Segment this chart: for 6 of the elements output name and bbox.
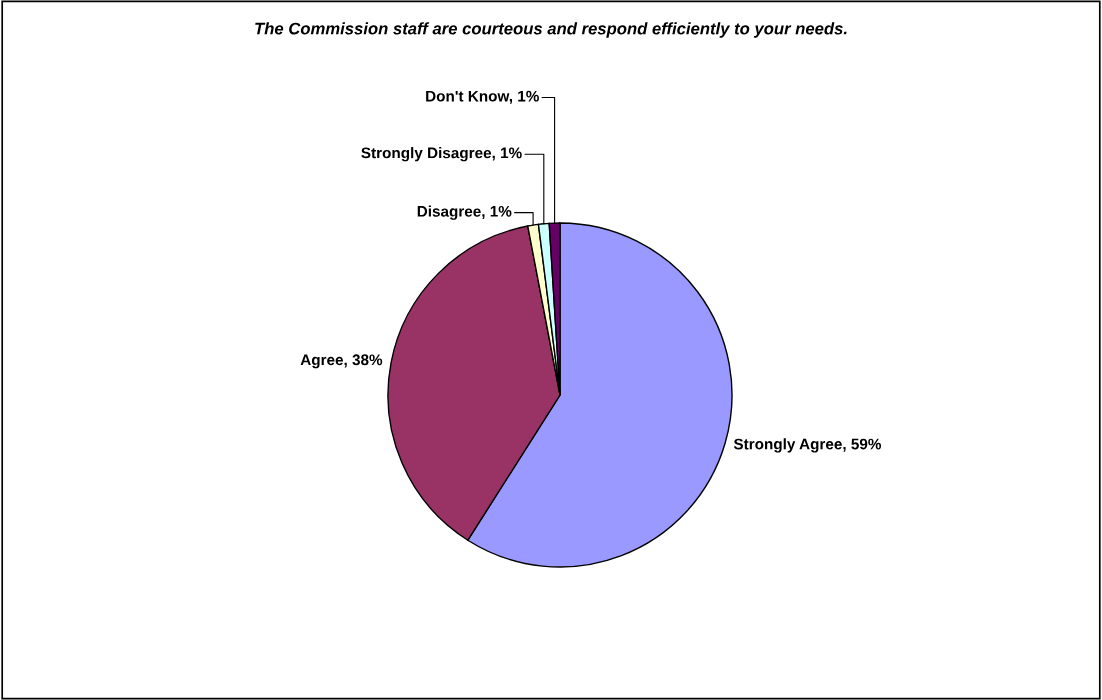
slice-label: Strongly Disagree, 1% [361,147,522,162]
slice-label: Agree, 38% [300,354,383,369]
chart-title: The Commission staff are courteous and respond efficiently to your needs. [255,22,847,38]
slice-label: Don't Know, 1% [426,90,539,104]
slice-label: Disagree, 1% [417,205,512,220]
slice-label: Strongly Agree, 59% [733,438,882,453]
